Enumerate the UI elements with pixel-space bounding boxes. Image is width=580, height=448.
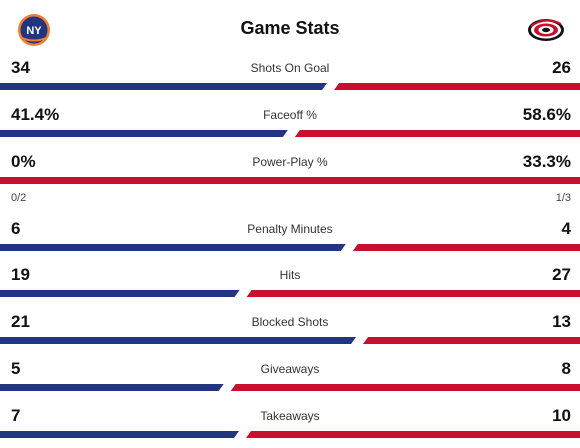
right-team-bar [352, 244, 580, 251]
svg-text:NY: NY [26, 25, 42, 37]
stat-row: 41.4% Faceoff % 58.6% [0, 105, 580, 145]
comparison-bar [0, 384, 580, 391]
left-team-value: 41.4% [11, 105, 60, 124]
right-team-bar [363, 337, 580, 344]
left-team-value: 21 [11, 312, 30, 331]
left-team-bar [0, 290, 240, 297]
stat-label: Faceoff % [263, 108, 317, 122]
stat-row: 5 Giveaways 8 [0, 359, 580, 399]
left-team-value: 19 [11, 265, 30, 284]
page-title: Game Stats [240, 18, 340, 38]
left-team-value: 34 [11, 58, 30, 77]
right-team-bar [294, 130, 580, 137]
stat-row: 19 Hits 27 [0, 265, 580, 305]
right-team-value: 58.6% [522, 105, 571, 124]
right-team-value: 4 [561, 219, 571, 238]
right-team-value: 10 [552, 406, 571, 425]
stat-row: 7 Takeaways 10 [0, 406, 580, 446]
hurricanes-logo-icon [528, 19, 564, 41]
game-stats-header: NY Game Stats [0, 0, 580, 56]
stat-label: Shots On Goal [250, 61, 330, 75]
comparison-bar [0, 130, 580, 137]
stat-label: Takeaways [260, 409, 320, 423]
left-team-bar [0, 337, 357, 344]
left-team-bar [0, 384, 224, 391]
left-team-bar [0, 130, 288, 137]
comparison-bar [0, 431, 580, 438]
left-team-value: 7 [11, 406, 21, 425]
left-team-subvalue: 0/2 [11, 192, 27, 204]
right-team-bar [230, 384, 580, 391]
stat-row: 0% Power-Play % 33.3% 0/2 1/3 [0, 152, 580, 204]
comparison-bar [0, 177, 580, 184]
right-team-bar [334, 83, 580, 90]
right-team-value: 27 [552, 265, 571, 284]
stat-label: Penalty Minutes [247, 222, 333, 236]
stat-label: Hits [279, 268, 301, 282]
comparison-bar [0, 244, 580, 251]
stat-row: 34 Shots On Goal 26 [0, 58, 580, 98]
right-team-bar [246, 431, 580, 438]
right-team-bar [246, 290, 580, 297]
left-team-value: 5 [11, 359, 21, 378]
comparison-bar [0, 83, 580, 90]
stat-row: 6 Penalty Minutes 4 [0, 219, 580, 259]
right-team-value: 8 [561, 359, 571, 378]
comparison-bar [0, 337, 580, 344]
left-team-bar [0, 431, 240, 438]
left-team-bar [0, 83, 328, 90]
left-team-value: 0% [11, 152, 36, 171]
left-team-bar [0, 244, 346, 251]
islanders-logo-icon: NY [18, 14, 50, 46]
right-team-value: 26 [552, 58, 571, 77]
left-team-value: 6 [11, 219, 21, 238]
stat-label: Giveaways [260, 362, 320, 376]
right-team-value: 13 [552, 312, 571, 331]
right-team-subvalue: 1/3 [555, 192, 571, 204]
comparison-bar [0, 290, 580, 297]
stat-label: Power-Play % [252, 155, 328, 169]
right-team-value: 33.3% [522, 152, 571, 171]
stat-row: 21 Blocked Shots 13 [0, 312, 580, 352]
right-team-bar [0, 177, 580, 184]
stat-label: Blocked Shots [251, 315, 329, 329]
